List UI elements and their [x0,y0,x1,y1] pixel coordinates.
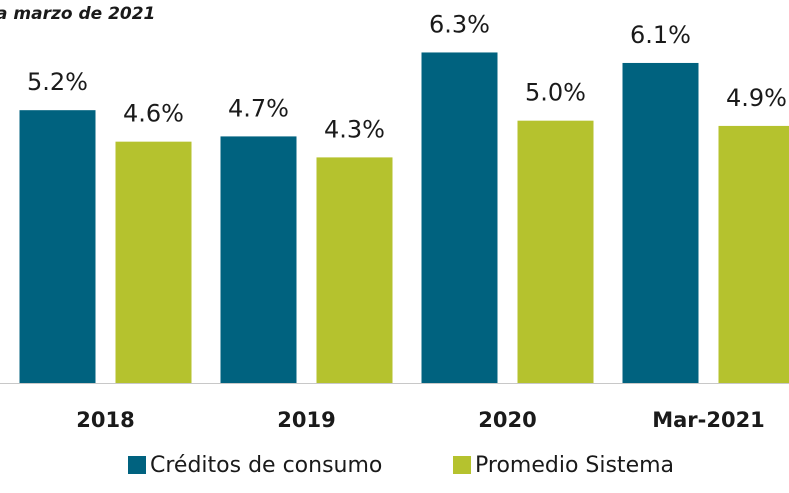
value-label: 4.6% [123,100,184,128]
value-label: 4.7% [228,94,289,122]
value-label: 5.2% [27,68,88,96]
bar [718,125,789,383]
legend-label: Créditos de consumo [150,453,382,478]
bar [115,141,192,383]
x-tick-label: 2020 [478,408,536,432]
x-tick-label: 2019 [277,408,335,432]
legend-swatch [128,456,146,474]
legend-swatch [453,456,471,474]
x-tick-label: Mar-2021 [652,408,765,432]
value-label: 4.3% [324,115,385,143]
bar [622,62,699,384]
bar [220,136,297,383]
value-label: 5.0% [525,79,586,107]
chart-subtitle: a marzo de 2021 [0,4,155,24]
legend-label: Promedio Sistema [475,453,674,478]
x-tick-label: 2018 [76,408,134,432]
value-label: 6.3% [429,10,490,38]
bar [316,157,393,383]
bar [421,52,498,383]
bar [517,120,594,383]
value-label: 4.9% [726,84,787,112]
bar [19,110,96,383]
value-label: 6.1% [630,21,691,49]
